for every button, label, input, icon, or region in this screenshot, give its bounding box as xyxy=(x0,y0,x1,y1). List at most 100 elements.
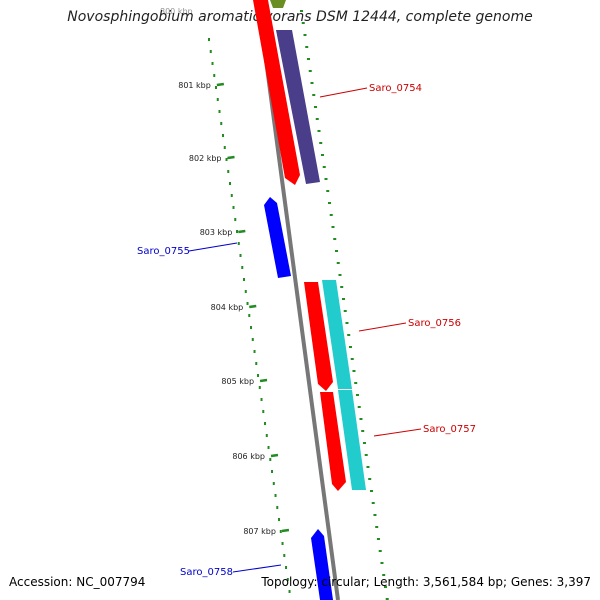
ruler-dot xyxy=(220,122,223,125)
ruler-dot xyxy=(246,302,249,305)
outer-ring-dot xyxy=(350,358,354,360)
ruler-dot xyxy=(236,230,239,233)
ruler-dot xyxy=(232,206,235,209)
ruler-dot xyxy=(237,242,240,245)
ruler-dot xyxy=(211,62,214,65)
ruler-dot xyxy=(255,362,258,365)
ruler-dot xyxy=(258,386,261,389)
kbp-tick-label: 807 kbp xyxy=(243,527,276,536)
outer-ring-dot xyxy=(352,370,356,372)
outer-ring-dot xyxy=(348,346,352,348)
outer-ring-dot xyxy=(334,250,338,252)
ruler-dot xyxy=(209,50,212,53)
ruler-dot xyxy=(271,470,274,473)
cds-saro-0754 xyxy=(253,0,300,185)
outer-ring-dot xyxy=(306,58,310,60)
ruler-dot xyxy=(286,578,289,581)
outer-ring-dot xyxy=(338,274,342,276)
leader-saro-0757 xyxy=(373,428,422,437)
leader-saro-0756 xyxy=(358,322,407,332)
ruler-dot xyxy=(230,194,233,197)
ruler-dot xyxy=(274,494,277,497)
ruler-dot xyxy=(264,422,267,425)
leader-saro-0755 xyxy=(188,242,238,252)
kbp-tick-label: 802 kbp xyxy=(189,154,222,163)
outer-ring-dot xyxy=(380,562,384,564)
accession-text: Accession: NC_007794 xyxy=(9,575,146,589)
outer-ring-dot xyxy=(362,442,366,444)
outer-ring-dot xyxy=(355,394,359,396)
ruler-dot xyxy=(234,218,237,221)
kbp-tick-mark xyxy=(270,453,279,458)
kbp-tick-mark xyxy=(259,378,268,383)
outer-ring-dot xyxy=(366,466,370,468)
outer-ring-dot xyxy=(313,106,317,108)
outer-ring-dot xyxy=(364,454,368,456)
label-saro-0755: Saro_0755 xyxy=(137,246,190,257)
ruler-dot xyxy=(218,110,221,113)
ruler-dot xyxy=(253,350,256,353)
outer-ring-dot xyxy=(343,310,347,312)
ruler-dot xyxy=(215,86,218,89)
ruler-dot xyxy=(241,266,244,269)
ruler-dot xyxy=(265,434,268,437)
ruler-dot xyxy=(262,410,265,413)
ruler-dot xyxy=(250,326,253,329)
outer-ring-dot xyxy=(347,334,351,336)
outer-ring-dot xyxy=(317,130,321,132)
outer-ring-dot xyxy=(333,238,337,240)
outer-ring-dot xyxy=(385,598,389,600)
ruler-dot xyxy=(283,554,286,557)
ruler-dot xyxy=(276,506,279,509)
ruler-dot xyxy=(239,254,242,257)
outer-dotted-ring xyxy=(300,10,389,600)
cog-cyan-band-2 xyxy=(338,390,366,490)
ruler-dot xyxy=(267,446,270,449)
outer-ring-dot xyxy=(375,526,379,528)
kbp-tick-mark xyxy=(281,528,290,533)
outer-ring-dot xyxy=(359,418,363,420)
ruler-dot xyxy=(225,158,228,161)
label-saro-0758: Saro_0758 xyxy=(180,567,233,578)
outer-ring-dot xyxy=(320,154,324,156)
cds-saro-0755 xyxy=(264,197,291,278)
outer-ring-dot xyxy=(324,178,328,180)
ruler-dot xyxy=(216,98,219,101)
outer-ring-dot xyxy=(376,538,380,540)
leader-saro-0758 xyxy=(232,564,282,573)
outer-ring-dot xyxy=(303,34,307,36)
cds-saro-0756 xyxy=(304,282,333,391)
inner-dotted-ruler xyxy=(208,38,291,593)
outer-ring-dot xyxy=(368,478,372,480)
kbp-tick-label: 803 kbp xyxy=(200,228,233,237)
kbp-tick-label: 804 kbp xyxy=(211,303,244,312)
genome-summary-text: Topology: circular; Length: 3,561,584 bp… xyxy=(261,575,591,589)
kbp-tick-mark xyxy=(238,229,246,234)
outer-ring-dot xyxy=(369,490,373,492)
outer-ring-dot xyxy=(341,298,345,300)
ruler-dot xyxy=(288,590,291,593)
outer-ring-dot xyxy=(301,22,305,24)
cog-cyan-band-1 xyxy=(322,280,352,389)
ruler-dot xyxy=(278,518,281,521)
top-cut-label: 800 kbp xyxy=(160,7,193,16)
kbp-tick-mark xyxy=(216,82,225,87)
label-saro-0754: Saro_0754 xyxy=(369,83,422,94)
outer-ring-dot xyxy=(329,214,333,216)
ruler-dot xyxy=(208,38,210,41)
outer-ring-dot xyxy=(310,82,314,84)
cog-olive-feature xyxy=(270,0,286,8)
outer-ring-dot xyxy=(373,514,377,516)
kbp-tick-label: 805 kbp xyxy=(221,377,254,386)
ruler-dot xyxy=(229,182,232,185)
outer-ring-dot xyxy=(312,94,316,96)
ruler-dot xyxy=(279,530,282,533)
outer-ring-dot xyxy=(300,10,303,12)
outer-ring-dot xyxy=(305,46,309,48)
outer-ring-dot xyxy=(308,70,312,72)
ruler-dot xyxy=(223,146,226,149)
cds-saro-0758 xyxy=(311,529,333,600)
map-title: Novosphingobium aromaticivorans DSM 1244… xyxy=(67,9,533,25)
kbp-tick-label: 801 kbp xyxy=(178,81,211,90)
